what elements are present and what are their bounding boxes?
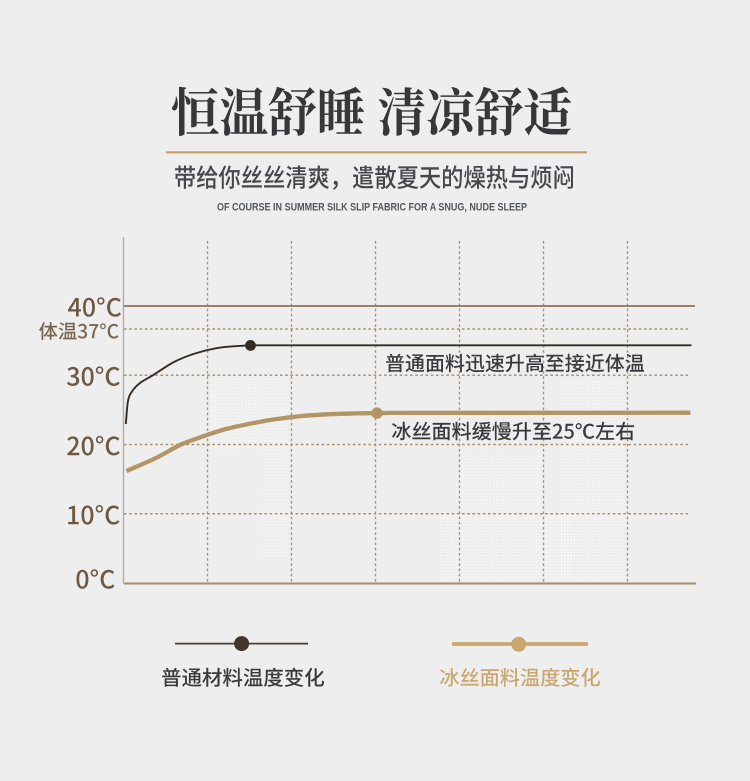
svg-text:OF COURSE IN SUMMER SILK SLIP: OF COURSE IN SUMMER SILK SLIP FABRIC FOR… (217, 201, 527, 213)
